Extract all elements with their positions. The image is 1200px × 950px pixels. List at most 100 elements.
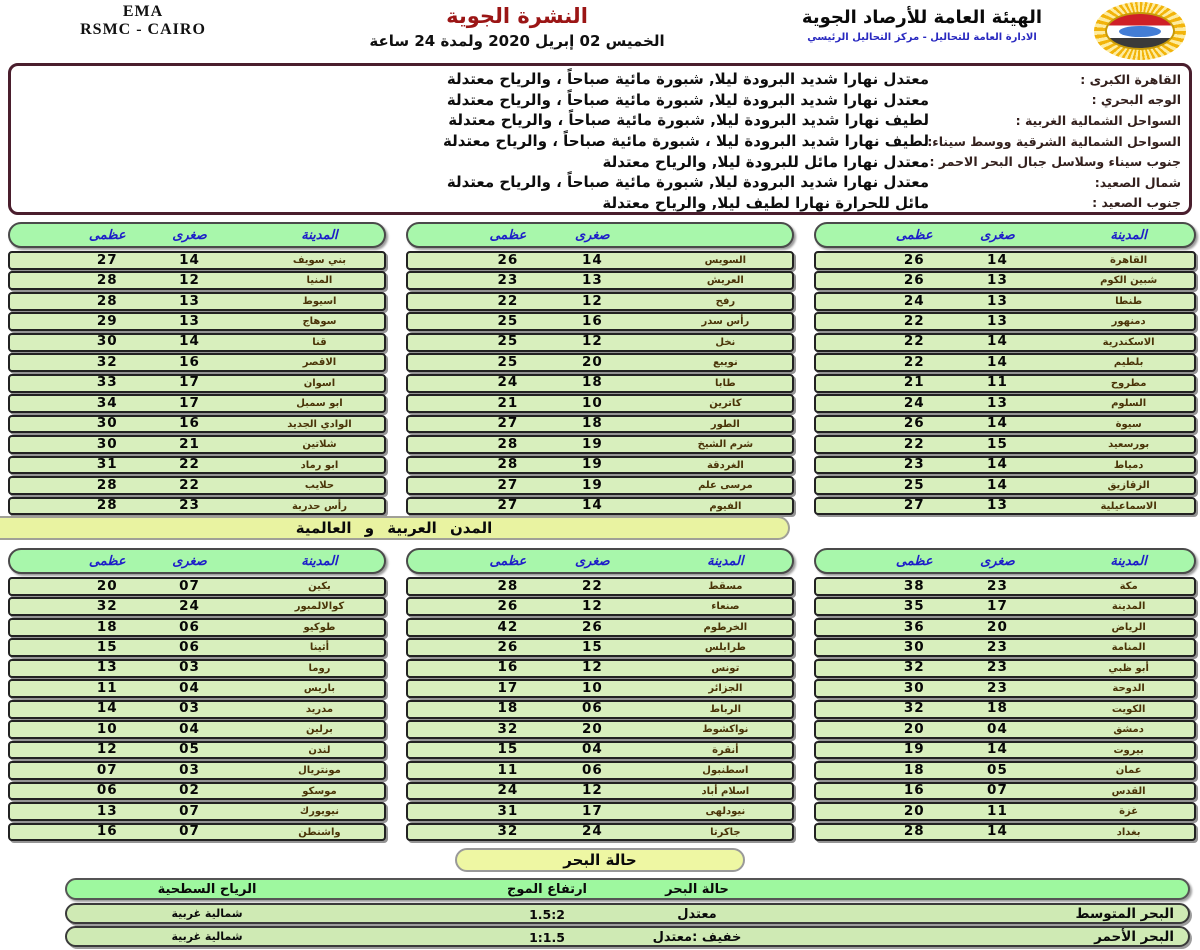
max-temp: 28 — [96, 497, 118, 514]
min-temp: 14 — [987, 251, 1008, 268]
city-name: واشنطن — [298, 826, 341, 838]
egypt-table-sinai: صغرى عظمى السويس 14 26 العريش 13 23 رفح 12 22 رأس… — [406, 222, 794, 517]
city-name: دمياط — [1113, 459, 1144, 471]
min-temp: 14 — [581, 497, 603, 514]
city-name: مرسى علم — [698, 480, 753, 492]
city-name: الكويت — [1111, 703, 1146, 715]
min-temp: 16 — [179, 353, 200, 370]
min-temp: 04 — [581, 741, 603, 758]
min-temp: 14 — [987, 333, 1008, 350]
city-row: الغردقة 19 28 — [406, 455, 794, 475]
world-city-tables: المدينة صغرى عظمى مكة 23 38 المدينة 17 35 الري… — [8, 548, 1196, 843]
city-name: طنطا — [1115, 295, 1143, 307]
city-name: باريس — [303, 683, 336, 695]
city-row: الاسكندرية 14 22 — [814, 332, 1196, 352]
city-name: الرباط — [709, 703, 742, 715]
min-temp: 22 — [179, 476, 200, 493]
forecast-row: جنوب سيناء وسلاسل جبال البحر الاحمر : معت… — [19, 151, 1181, 172]
min-temp: 06 — [179, 618, 200, 635]
city-row: اسيوط 13 28 — [8, 291, 386, 311]
city-row: شبين الكوم 13 26 — [814, 271, 1196, 291]
sea-state-value: خفيف :معتدل — [652, 930, 742, 945]
header-min: صغرى — [980, 553, 1015, 569]
max-temp: 31 — [96, 456, 118, 473]
max-temp: 28 — [497, 577, 519, 594]
city-row: بلطيم 14 22 — [814, 353, 1196, 373]
city-row: طرابلس 15 26 — [406, 638, 794, 658]
min-temp: 23 — [987, 639, 1008, 655]
ema-line: EMA — [122, 3, 164, 20]
max-temp: 20 — [96, 577, 118, 594]
city-name: أبو ظبي — [1108, 662, 1149, 674]
min-temp: 17 — [987, 598, 1008, 615]
city-name: المنامة — [1111, 642, 1146, 654]
max-temp: 28 — [96, 292, 118, 309]
max-temp: 25 — [497, 333, 519, 350]
forecast-text: معتدل نهارا شديد البرودة ليلا, شبورة مائ… — [446, 70, 929, 89]
city-name: سوهاج — [302, 316, 337, 328]
city-row: غزة 11 20 — [814, 802, 1196, 821]
city-row: رفح 12 22 — [406, 291, 794, 311]
min-temp: 12 — [581, 598, 603, 615]
min-temp: 17 — [581, 802, 603, 819]
max-temp: 21 — [497, 394, 519, 411]
max-temp: 24 — [497, 782, 519, 799]
city-row: مسقط 22 28 — [406, 577, 794, 596]
world-cities-banner: المدن العربية و العالمية — [0, 516, 790, 540]
header-min: صغرى — [172, 553, 207, 569]
city-name: طابا — [715, 377, 736, 389]
table-header: المدينة صغرى عظمى — [8, 222, 386, 248]
sea-name: البحر المتوسط — [1075, 906, 1175, 922]
min-temp: 13 — [179, 313, 200, 329]
city-row: قنا 14 30 — [8, 332, 386, 352]
city-row: رأس سدر 16 25 — [406, 312, 794, 332]
city-row: الاقصر 16 32 — [8, 353, 386, 373]
world-table-international: المدينة صغرى عظمى بكين 07 20 كوالالمبور 24 32… — [8, 548, 386, 843]
city-row: الخرطوم 26 42 — [406, 617, 794, 637]
max-temp: 27 — [497, 415, 519, 432]
min-temp: 04 — [179, 679, 200, 696]
max-temp: 25 — [497, 313, 519, 329]
city-name: الوادي الجديد — [287, 418, 352, 430]
min-temp: 24 — [179, 598, 200, 615]
city-name: بني سويف — [292, 254, 347, 266]
city-name: طرابلس — [704, 642, 746, 654]
city-row: دمنهور 13 22 — [814, 312, 1196, 332]
max-temp: 30 — [96, 333, 118, 350]
max-temp: 16 — [96, 823, 118, 840]
max-temp: 28 — [96, 476, 118, 493]
sea-state-banner: حالة البحر — [455, 848, 745, 872]
min-temp: 14 — [987, 415, 1008, 432]
min-temp: 20 — [581, 353, 603, 370]
region-label: الوجه البحري : — [1091, 92, 1181, 108]
city-row: كاترين 10 21 — [406, 394, 794, 413]
city-name: قنا — [312, 336, 327, 348]
table-rows: القاهرة 14 26 شبين الكوم 13 26 طنطا 13 24 دمنهور 1… — [814, 251, 1196, 516]
city-row: سيوة 14 26 — [814, 414, 1196, 434]
max-temp: 26 — [497, 251, 519, 268]
city-name: شرم الشيخ — [697, 439, 754, 451]
min-temp: 12 — [179, 272, 200, 289]
city-row: الاسماعيلية 13 27 — [814, 496, 1196, 516]
city-row: السويس 14 26 — [406, 251, 794, 270]
forecast-row: شمال الصعيد: معتدل نهارا شديد البرودة ليل… — [19, 172, 1181, 193]
min-temp: 10 — [581, 394, 603, 411]
sea-name: البحر الأحمر — [1094, 929, 1174, 945]
city-name: شلاتين — [302, 439, 337, 451]
city-name: موسكو — [302, 785, 337, 797]
min-temp: 07 — [179, 823, 200, 840]
page-title: النشرة الجوية — [446, 4, 588, 28]
min-temp: 13 — [987, 292, 1008, 309]
authority-header: الهيئة العامة للأرصاد الجوية الادارة الع… — [762, 7, 1082, 43]
max-temp: 22 — [903, 435, 925, 452]
city-row: أثينا 06 15 — [8, 638, 386, 658]
min-temp: 18 — [987, 700, 1008, 717]
header-min: صغرى — [980, 227, 1015, 243]
min-temp: 02 — [179, 782, 200, 799]
city-row: مدريد 03 14 — [8, 699, 386, 719]
city-row: نيودلهى 17 31 — [406, 802, 794, 821]
max-temp: 26 — [497, 639, 519, 655]
world-table-gulf: المدينة صغرى عظمى مكة 23 38 المدينة 17 35 الري… — [814, 548, 1196, 843]
max-temp: 32 — [497, 720, 519, 737]
